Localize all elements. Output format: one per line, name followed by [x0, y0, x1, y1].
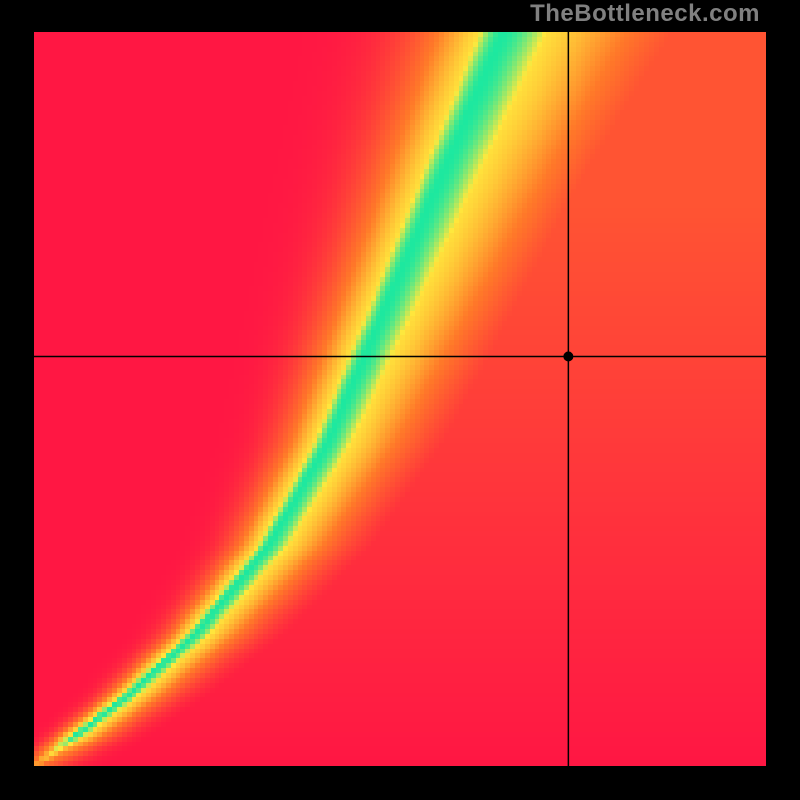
chart-container: TheBottleneck.com — [0, 0, 800, 800]
attribution-watermark: TheBottleneck.com — [530, 0, 760, 28]
bottleneck-heatmap-canvas — [0, 0, 800, 800]
